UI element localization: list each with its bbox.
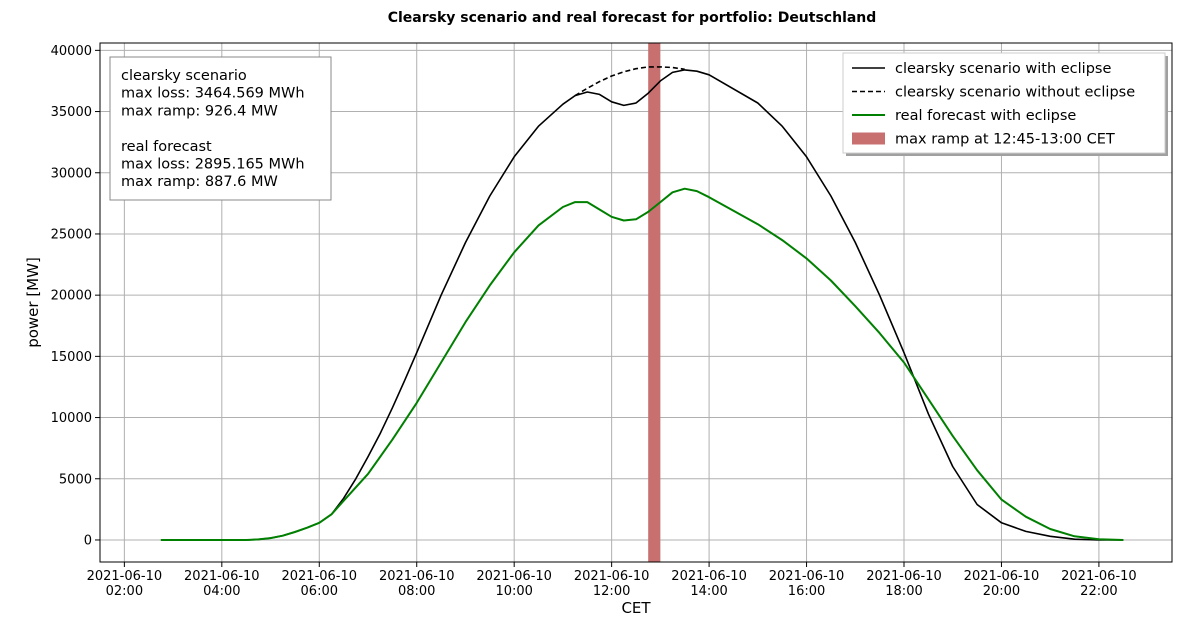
legend: clearsky scenario with eclipse clearsky s… bbox=[842, 52, 1168, 156]
legend-label: real forecast with eclipse bbox=[895, 108, 1076, 124]
max-ramp-band bbox=[648, 43, 661, 562]
legend-label: clearsky scenario with eclipse bbox=[895, 61, 1111, 77]
legend-label: max ramp at 12:45-13:00 CET bbox=[895, 132, 1115, 148]
x-tick-label-date: 2021-06-10 bbox=[866, 569, 942, 584]
y-tick-label: 5000 bbox=[59, 472, 92, 487]
y-tick-label: 40000 bbox=[51, 44, 92, 59]
chart-title: Clearsky scenario and real forecast for … bbox=[388, 10, 877, 26]
x-tick-label-time: 04:00 bbox=[203, 584, 240, 599]
y-tick-label: 15000 bbox=[51, 350, 92, 365]
y-tick-label: 10000 bbox=[51, 411, 92, 426]
legend-label: clearsky scenario without eclipse bbox=[895, 85, 1135, 101]
x-tick-label-time: 14:00 bbox=[690, 584, 727, 599]
x-tick-label-time: 02:00 bbox=[106, 584, 143, 599]
series-layer bbox=[160, 66, 1124, 541]
x-tick-label-time: 16:00 bbox=[788, 584, 825, 599]
annotation-line: max ramp: 887.6 MW bbox=[121, 174, 278, 190]
x-tick-label-time: 06:00 bbox=[301, 584, 338, 599]
legend-patch-max-ramp bbox=[852, 132, 885, 145]
x-tick-label-date: 2021-06-10 bbox=[671, 569, 747, 584]
x-tick-label-date: 2021-06-10 bbox=[1061, 569, 1137, 584]
real-forecast-line bbox=[160, 187, 1124, 541]
plot-area-frame bbox=[99, 42, 1173, 563]
annotation-line: real forecast bbox=[121, 139, 212, 155]
annotation-box-frame bbox=[109, 56, 332, 201]
y-tick-label: 30000 bbox=[51, 166, 92, 181]
axes: 2021-06-1002:002021-06-1004:002021-06-10… bbox=[51, 44, 1137, 599]
x-tick-label-time: 10:00 bbox=[495, 584, 532, 599]
annotation-line: max loss: 2895.165 MWh bbox=[121, 157, 305, 173]
x-tick-label-date: 2021-06-10 bbox=[184, 569, 260, 584]
y-tick-label: 25000 bbox=[51, 227, 92, 242]
y-tick-label: 0 bbox=[84, 533, 92, 548]
annotation-line: max loss: 3464.569 MWh bbox=[121, 86, 305, 102]
x-tick-label-date: 2021-06-10 bbox=[281, 569, 357, 584]
y-tick-label: 20000 bbox=[51, 289, 92, 304]
max-ramp-highlight-layer bbox=[648, 43, 661, 562]
x-tick-label-time: 22:00 bbox=[1080, 584, 1117, 599]
x-tick-label-date: 2021-06-10 bbox=[769, 569, 845, 584]
x-tick-label-date: 2021-06-10 bbox=[379, 569, 455, 584]
x-tick-label-time: 20:00 bbox=[983, 584, 1020, 599]
x-tick-label-date: 2021-06-10 bbox=[476, 569, 552, 584]
x-tick-label-date: 2021-06-10 bbox=[964, 569, 1040, 584]
x-tick-label-time: 08:00 bbox=[398, 584, 435, 599]
x-tick-label-date: 2021-06-10 bbox=[87, 569, 163, 584]
x-tick-label-time: 12:00 bbox=[593, 584, 630, 599]
annotation-line: clearsky scenario bbox=[121, 68, 247, 84]
x-axis-label: CET bbox=[621, 599, 651, 617]
y-tick-label: 35000 bbox=[51, 105, 92, 120]
clearsky-without-eclipse-line bbox=[574, 66, 685, 97]
x-tick-label-date: 2021-06-10 bbox=[574, 569, 650, 584]
legend-frame bbox=[842, 52, 1166, 154]
x-tick-label-time: 18:00 bbox=[885, 584, 922, 599]
y-axis-label: power [MW] bbox=[24, 257, 42, 348]
annotation-line: max ramp: 926.4 MW bbox=[121, 103, 278, 119]
